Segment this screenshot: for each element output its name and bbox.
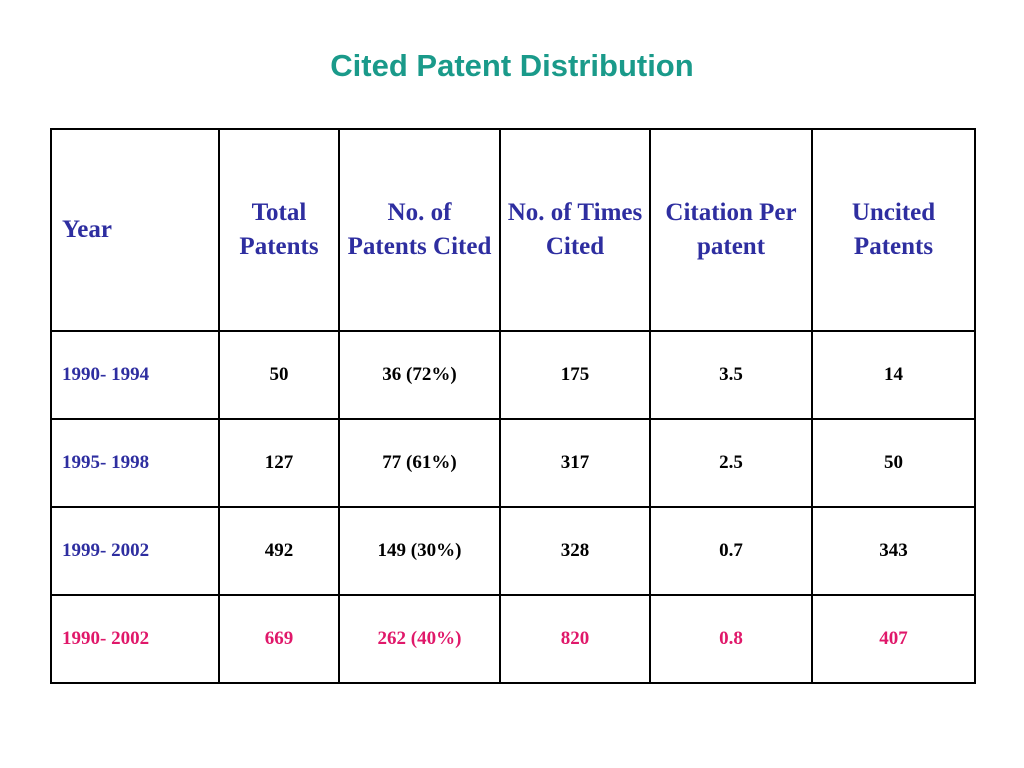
cell-citation-per-patent: 0.7 [649, 506, 813, 596]
header-year: Year [50, 128, 220, 332]
cell-times-cited: 175 [499, 330, 651, 420]
cell-total-patents: 492 [218, 506, 340, 596]
cell-year: 1995- 1998 [50, 418, 220, 508]
cell-citation-per-patent: 3.5 [649, 330, 813, 420]
table-row: 1995- 1998 127 77 (61%) 317 2.5 50 [50, 418, 976, 508]
cell-year: 1990- 2002 [50, 594, 220, 684]
cell-patents-cited: 36 (72%) [338, 330, 501, 420]
table-row: 1999- 2002 492 149 (30%) 328 0.7 343 [50, 506, 976, 596]
cell-uncited-patents: 14 [811, 330, 976, 420]
patent-distribution-table: Year Total Patents No. of Patents Cited … [50, 128, 976, 684]
cell-year: 1999- 2002 [50, 506, 220, 596]
table-row-total: 1990- 2002 669 262 (40%) 820 0.8 407 [50, 594, 976, 684]
cell-citation-per-patent: 2.5 [649, 418, 813, 508]
header-citation-per-patent: Citation Per patent [649, 128, 813, 332]
cell-year: 1990- 1994 [50, 330, 220, 420]
cell-total-patents: 127 [218, 418, 340, 508]
cell-total-patents: 669 [218, 594, 340, 684]
cell-uncited-patents: 343 [811, 506, 976, 596]
cell-citation-per-patent: 0.8 [649, 594, 813, 684]
cell-total-patents: 50 [218, 330, 340, 420]
cell-uncited-patents: 50 [811, 418, 976, 508]
page-title: Cited Patent Distribution [330, 48, 694, 83]
cell-patents-cited: 262 (40%) [338, 594, 501, 684]
header-total-patents: Total Patents [218, 128, 340, 332]
cell-patents-cited: 149 (30%) [338, 506, 501, 596]
cell-times-cited: 317 [499, 418, 651, 508]
header-times-cited: No. of Times Cited [499, 128, 651, 332]
header-uncited-patents: Uncited Patents [811, 128, 976, 332]
header-patents-cited: No. of Patents Cited [338, 128, 501, 332]
table-row: 1990- 1994 50 36 (72%) 175 3.5 14 [50, 330, 976, 420]
cell-uncited-patents: 407 [811, 594, 976, 684]
cell-patents-cited: 77 (61%) [338, 418, 501, 508]
cell-times-cited: 328 [499, 506, 651, 596]
table-header-row: Year Total Patents No. of Patents Cited … [50, 128, 976, 332]
cell-times-cited: 820 [499, 594, 651, 684]
